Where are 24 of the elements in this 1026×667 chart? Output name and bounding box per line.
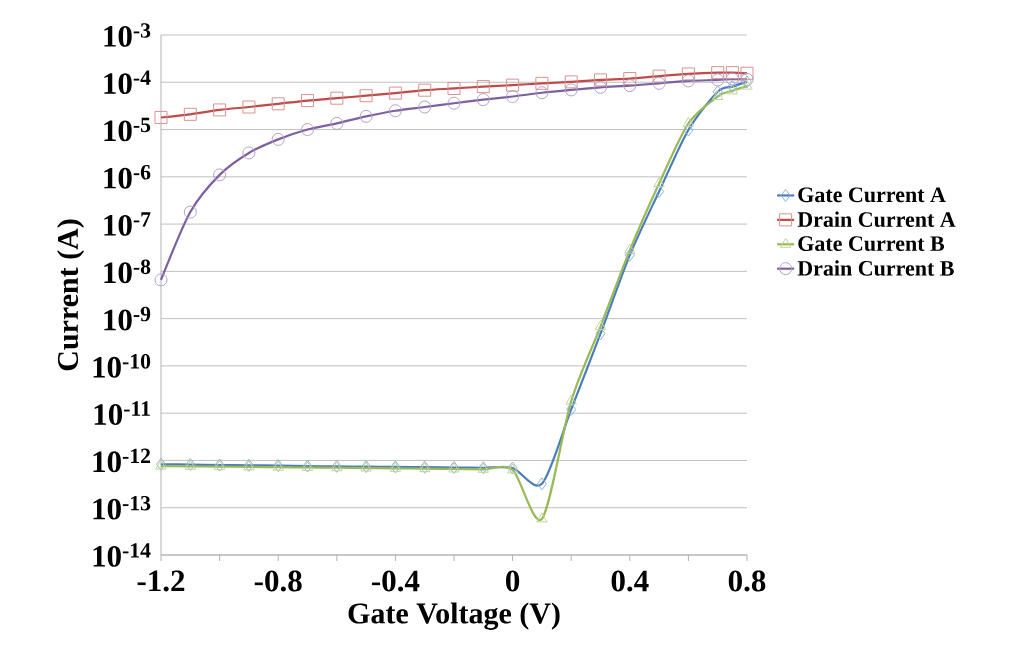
x-tick-label: -0.4 — [372, 570, 420, 592]
y-tick-label: 10$^{-9}$ — [104, 306, 151, 331]
y-tick-label: 10$^{-10}$ — [93, 354, 151, 378]
y-tick-label: 10$^{-5}$ — [104, 117, 151, 142]
y-tick-label: 10$^{-6}$ — [104, 164, 151, 189]
x-tick-label: -0.8 — [254, 570, 302, 592]
x-tick-label: 0.8 — [728, 570, 766, 592]
y-tick-label: 10$^{-8}$ — [104, 259, 151, 284]
x-tick-label: 0.4 — [611, 570, 649, 592]
y-tick-label: 10$^{-4}$ — [104, 70, 151, 95]
x-tick-label: 0 — [506, 570, 520, 592]
x-tick-label: -1.2 — [137, 570, 185, 592]
legend-label: Gate Current B — [798, 236, 945, 252]
x-axis-title: Gate Voltage (V) — [348, 602, 560, 630]
y-tick-label: 10$^{-14}$ — [93, 543, 151, 567]
y-axis-title: Current (A) — [56, 219, 85, 371]
y-tick-label: 10$^{-12}$ — [93, 448, 151, 473]
y-tick-label: 10$^{-3}$ — [104, 23, 151, 47]
y-tick-label: 10$^{-11}$ — [94, 401, 150, 425]
legend-label: Drain Current B — [797, 260, 954, 276]
legend-label: Drain Current A — [797, 211, 956, 227]
legend-label: Gate Current A — [798, 187, 946, 203]
y-tick-label: 10$^{-13}$ — [93, 495, 151, 520]
y-tick-label: 10$^{-7}$ — [104, 212, 151, 236]
